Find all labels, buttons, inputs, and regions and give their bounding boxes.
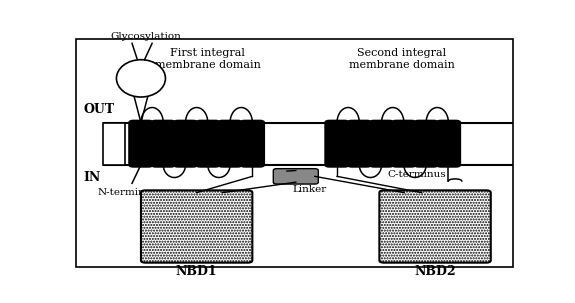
FancyBboxPatch shape <box>218 120 242 167</box>
FancyBboxPatch shape <box>436 120 461 167</box>
Text: OUT: OUT <box>83 103 114 116</box>
FancyBboxPatch shape <box>129 120 153 167</box>
FancyBboxPatch shape <box>196 120 220 167</box>
FancyBboxPatch shape <box>141 190 252 263</box>
Text: Second integral
membrane domain: Second integral membrane domain <box>348 48 455 70</box>
Text: IN: IN <box>83 171 100 184</box>
Text: C-terminus: C-terminus <box>388 170 446 179</box>
Bar <box>103 123 125 165</box>
Text: NBD2: NBD2 <box>414 265 456 278</box>
Ellipse shape <box>116 60 166 97</box>
FancyBboxPatch shape <box>380 190 491 263</box>
FancyBboxPatch shape <box>347 120 371 167</box>
Text: Glycosylation: Glycosylation <box>110 32 181 41</box>
FancyBboxPatch shape <box>370 120 394 167</box>
FancyBboxPatch shape <box>392 120 416 167</box>
FancyBboxPatch shape <box>414 120 438 167</box>
Text: NBD1: NBD1 <box>176 265 217 278</box>
Text: N-terminus: N-terminus <box>98 188 158 197</box>
Text: Linker: Linker <box>292 185 326 194</box>
FancyBboxPatch shape <box>325 120 349 167</box>
FancyBboxPatch shape <box>174 120 198 167</box>
FancyBboxPatch shape <box>240 120 264 167</box>
FancyBboxPatch shape <box>273 169 319 184</box>
Text: First integral
membrane domain: First integral membrane domain <box>155 48 260 70</box>
FancyBboxPatch shape <box>151 120 175 167</box>
